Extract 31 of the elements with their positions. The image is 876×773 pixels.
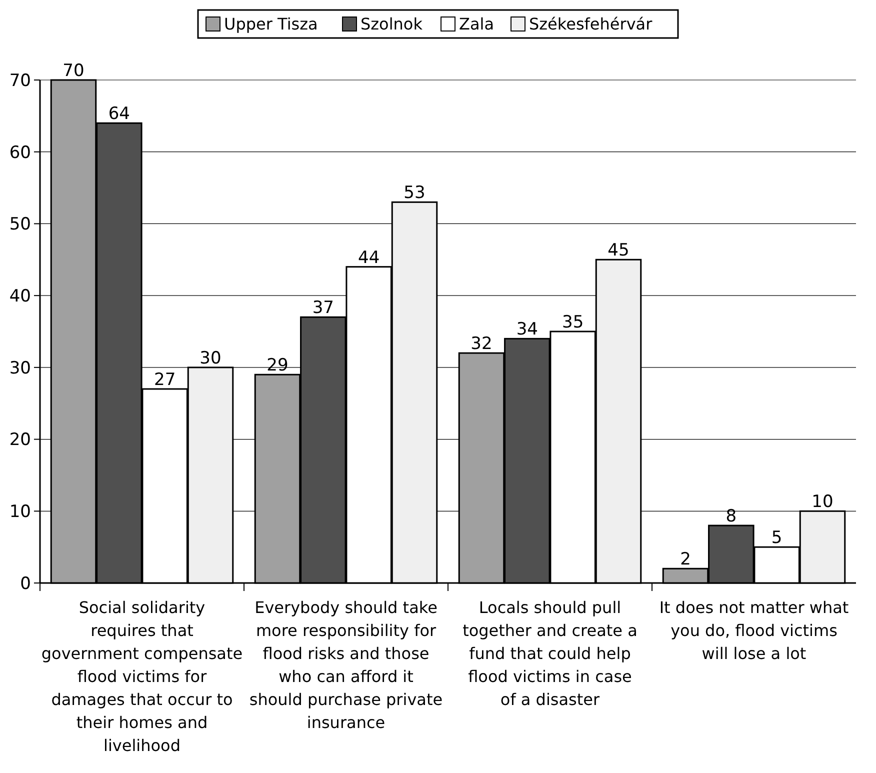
- data-label: 2: [680, 550, 691, 570]
- y-tick-label: 10: [9, 502, 31, 522]
- y-tick-label: 60: [9, 142, 31, 163]
- y-tick-label: 0: [20, 574, 31, 594]
- x-tick-label: Locals should pull together and create a fund that could help flood victims in case of a disaster: [462, 598, 638, 709]
- legend-label: Szolnok: [360, 14, 424, 34]
- data-label: 35: [562, 312, 584, 332]
- data-label: 37: [312, 298, 334, 318]
- data-label: 10: [812, 492, 834, 512]
- data-label: 30: [200, 348, 222, 368]
- legend-label: Zala: [459, 14, 494, 34]
- y-tick-label: 20: [9, 430, 31, 450]
- data-label: 8: [726, 506, 737, 527]
- y-tick-label: 50: [9, 214, 31, 235]
- legend-label: Upper Tisza: [224, 14, 318, 34]
- x-tick-label: Social solidarity requires that government compensate flood victims for damages that occur to their homes and livelihood: [41, 598, 243, 755]
- y-tick-label: 30: [9, 358, 31, 378]
- data-label: 45: [608, 240, 630, 261]
- data-label: 70: [62, 61, 84, 81]
- data-label: 64: [108, 104, 130, 124]
- y-tick-label: 70: [9, 70, 31, 91]
- data-label: 32: [470, 334, 492, 354]
- y-tick-label: 40: [9, 286, 31, 307]
- x-tick-label: It does not matter what you do, flood victims will lose a lot: [659, 598, 849, 663]
- x-tick-label: Everybody should take more responsibility for flood risks and those who can afford it should purchase private insurance: [249, 598, 443, 732]
- data-label: 34: [516, 320, 538, 340]
- data-label: 44: [358, 248, 380, 268]
- data-label: 27: [154, 370, 176, 390]
- data-label: 53: [404, 183, 426, 204]
- data-label: 5: [771, 528, 782, 548]
- legend-label: Székesfehérvár: [529, 14, 653, 34]
